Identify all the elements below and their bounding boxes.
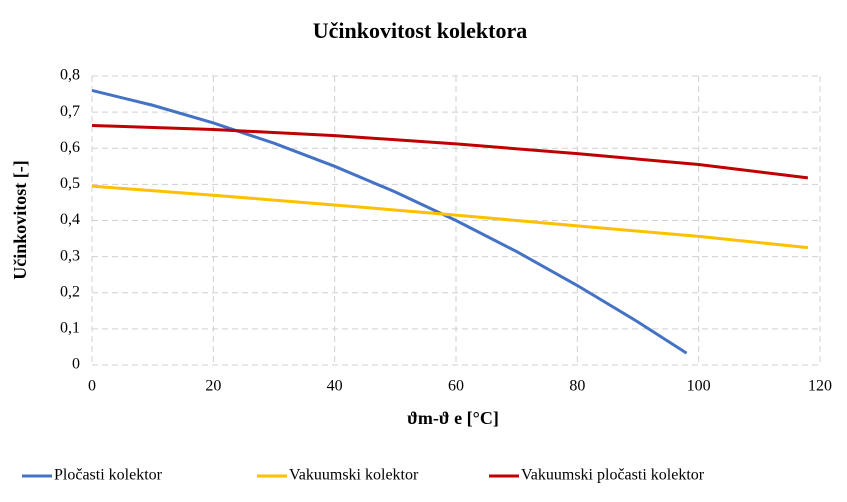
y-axis-label: Učinkovitost [-]: [10, 160, 30, 280]
y-tick-label: 0,2: [60, 283, 80, 300]
y-tick-label: 0,3: [60, 247, 80, 264]
x-tick-label: 60: [448, 378, 464, 395]
y-tick-label: 0,8: [60, 67, 80, 84]
legend-label: Pločasti kolektor: [54, 467, 163, 484]
x-tick-label: 120: [808, 378, 832, 395]
y-tick-label: 0,5: [60, 175, 80, 192]
x-axis-label: ϑm-ϑ e [°C]: [407, 408, 499, 428]
y-tick-label: 0,1: [60, 320, 80, 337]
y-tick-label: 0,4: [60, 211, 80, 228]
x-tick-label: 40: [327, 378, 343, 395]
legend-label: Vakuumski pločasti kolektor: [521, 467, 705, 484]
x-tick-label: 20: [205, 378, 221, 395]
y-tick-label: 0,7: [60, 103, 80, 120]
x-tick-label: 80: [569, 378, 585, 395]
y-tick-label: 0,6: [60, 139, 80, 156]
chart-title: Učinkovitost kolektora: [313, 18, 528, 43]
series-line: [91, 184, 809, 250]
legend-label: Vakuumski kolektor: [289, 467, 419, 484]
y-tick-label: 0: [72, 356, 80, 373]
series-line: [91, 123, 809, 180]
series-line: [91, 88, 688, 355]
x-tick-label: 0: [88, 378, 96, 395]
x-tick-label: 100: [687, 378, 711, 395]
